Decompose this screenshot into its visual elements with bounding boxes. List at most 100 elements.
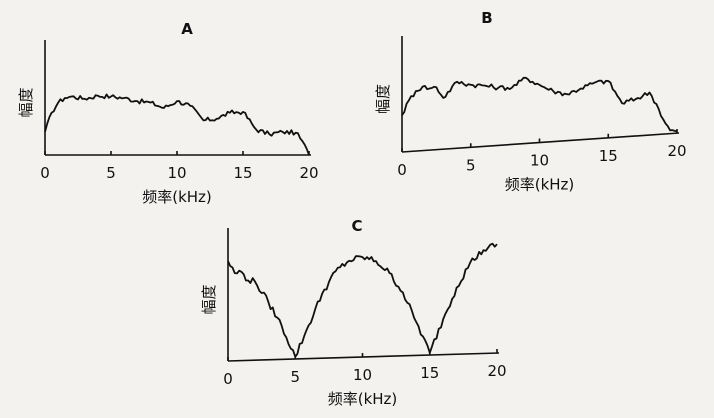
x-axis-label: 频率(kHz): [505, 176, 575, 194]
data-point: [136, 100, 138, 102]
data-point: [70, 95, 72, 97]
x-axis-label: 频率(kHz): [142, 188, 212, 206]
data-point: [607, 80, 609, 82]
x-tick-label: 15: [233, 164, 252, 182]
x-axis-label: 频率(kHz): [328, 390, 398, 408]
data-point: [402, 292, 404, 294]
series-line: [401, 76, 678, 133]
chart-panel-c: C 0 5 10 15 20 频率(kHz) 幅度: [200, 217, 507, 408]
data-point: [566, 93, 568, 95]
data-point: [229, 112, 231, 114]
x-tick-label: 15: [420, 364, 439, 382]
data-point: [282, 131, 284, 133]
data-point: [163, 107, 165, 109]
data-point: [415, 321, 417, 323]
x-tick-label: 10: [353, 366, 372, 384]
x-tick-label: 5: [466, 156, 476, 174]
data-point: [242, 111, 244, 113]
x-tick-label: 0: [40, 164, 50, 182]
data-point: [84, 98, 86, 100]
data-point: [662, 119, 664, 121]
data-point: [51, 112, 53, 114]
y-axis-label: 幅度: [200, 284, 218, 314]
x-tick-label: 0: [397, 161, 407, 179]
data-point: [227, 260, 229, 262]
data-point: [123, 97, 125, 99]
data-point: [110, 95, 112, 97]
data-point: [254, 280, 256, 282]
chart-panel-b: B 0 5 10 15 20 频率(kHz) 幅度: [374, 9, 687, 194]
data-point: [375, 260, 377, 262]
chart-panel-a: A 0 5 10 15 20 频率(kHz) 幅度: [17, 20, 319, 206]
data-point: [234, 272, 236, 274]
y-axis-label: 幅度: [17, 87, 35, 117]
data-point: [308, 154, 310, 156]
x-tick-label: 0: [223, 370, 233, 388]
y-axis-label: 幅度: [374, 84, 392, 114]
x-tick-label: 15: [599, 147, 618, 165]
data-point: [247, 279, 249, 281]
data-point: [539, 84, 541, 86]
data-point: [348, 260, 350, 262]
data-point: [470, 84, 472, 86]
data-point: [255, 129, 257, 131]
series-line: [227, 242, 498, 358]
x-tick-label: 20: [667, 142, 686, 160]
data-point: [321, 293, 323, 295]
data-point: [483, 249, 485, 251]
data-point: [267, 301, 269, 303]
data-point: [649, 92, 651, 94]
x-tick-label: 5: [290, 368, 300, 386]
data-point: [176, 100, 178, 102]
data-point: [64, 97, 66, 99]
data-point: [308, 324, 310, 326]
data-point: [469, 262, 471, 264]
data-point: [429, 352, 431, 354]
data-point: [295, 132, 297, 134]
data-point: [401, 114, 403, 116]
panel-title: C: [351, 217, 362, 235]
series-line: [44, 93, 310, 156]
data-point: [150, 102, 152, 104]
data-point: [655, 103, 657, 105]
data-point: [408, 99, 410, 101]
data-point: [442, 318, 444, 320]
data-point: [676, 130, 678, 132]
data-point: [511, 87, 513, 89]
data-point: [456, 287, 458, 289]
data-point: [294, 356, 296, 358]
data-point: [525, 77, 527, 79]
data-point: [388, 272, 390, 274]
data-point: [301, 140, 303, 142]
x-tick-label: 20: [487, 362, 506, 380]
data-point: [484, 85, 486, 87]
data-point: [621, 102, 623, 104]
x-axis-line: [227, 352, 500, 362]
data-point: [97, 95, 99, 97]
data-point: [240, 271, 242, 273]
data-point: [442, 97, 444, 99]
data-point: [580, 87, 582, 89]
data-point: [44, 131, 46, 133]
data-point: [552, 90, 554, 92]
data-point: [635, 98, 637, 100]
x-tick-label: 10: [530, 152, 549, 170]
x-axis-line: [401, 132, 680, 153]
data-point: [362, 256, 364, 258]
data-point: [281, 325, 283, 327]
data-point: [415, 90, 417, 92]
data-point: [422, 86, 424, 88]
data-point: [216, 118, 218, 120]
data-point: [669, 129, 671, 131]
data-point: [189, 105, 191, 107]
data-point: [497, 87, 499, 89]
data-point: [335, 270, 337, 272]
data-point: [429, 88, 431, 90]
x-tick-label: 10: [167, 164, 186, 182]
data-point: [594, 82, 596, 84]
panel-title: A: [181, 20, 193, 38]
data-point: [57, 102, 59, 104]
data-point: [456, 81, 458, 83]
data-point: [268, 133, 270, 135]
